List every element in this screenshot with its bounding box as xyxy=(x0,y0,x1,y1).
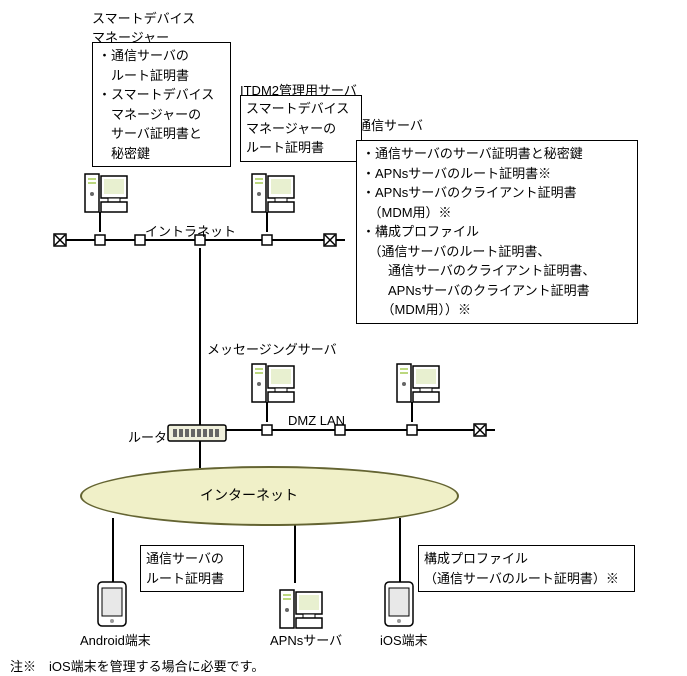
internet-label: インターネット xyxy=(200,485,298,505)
mgr-note: ・通信サーバの ルート証明書 ・スマートデバイス マネージャーの サーバ証明書と… xyxy=(92,42,231,167)
dmz-label: DMZ LAN xyxy=(288,413,345,428)
comm-title: 通信サーバ xyxy=(358,115,423,134)
router-label: ルータ xyxy=(128,427,167,446)
network-diagram: インターネット スマートデバイス マネージャー ITDM2管理用サーバ 通信サー… xyxy=(0,0,687,676)
mgr-title: スマートデバイス マネージャー xyxy=(92,8,195,46)
intranet-label: イントラネット xyxy=(145,221,236,240)
android-note: 通信サーバの ルート証明書 xyxy=(140,545,244,592)
comm-note: ・通信サーバのサーバ証明書と秘密鍵 ・APNsサーバのルート証明書※ ・APNs… xyxy=(356,140,638,324)
ios-note: 構成プロファイル （通信サーバのルート証明書）※ xyxy=(418,545,635,592)
ios-label: iOS端末 xyxy=(380,630,428,649)
android-label: Android端末 xyxy=(80,630,151,649)
footnote: 注※ iOS端末を管理する場合に必要です。 xyxy=(10,656,264,675)
messaging-label: メッセージングサーバ xyxy=(207,339,337,358)
apns-label: APNsサーバ xyxy=(270,630,342,649)
itdm2-note: スマートデバイス マネージャーの ルート証明書 xyxy=(240,95,362,162)
